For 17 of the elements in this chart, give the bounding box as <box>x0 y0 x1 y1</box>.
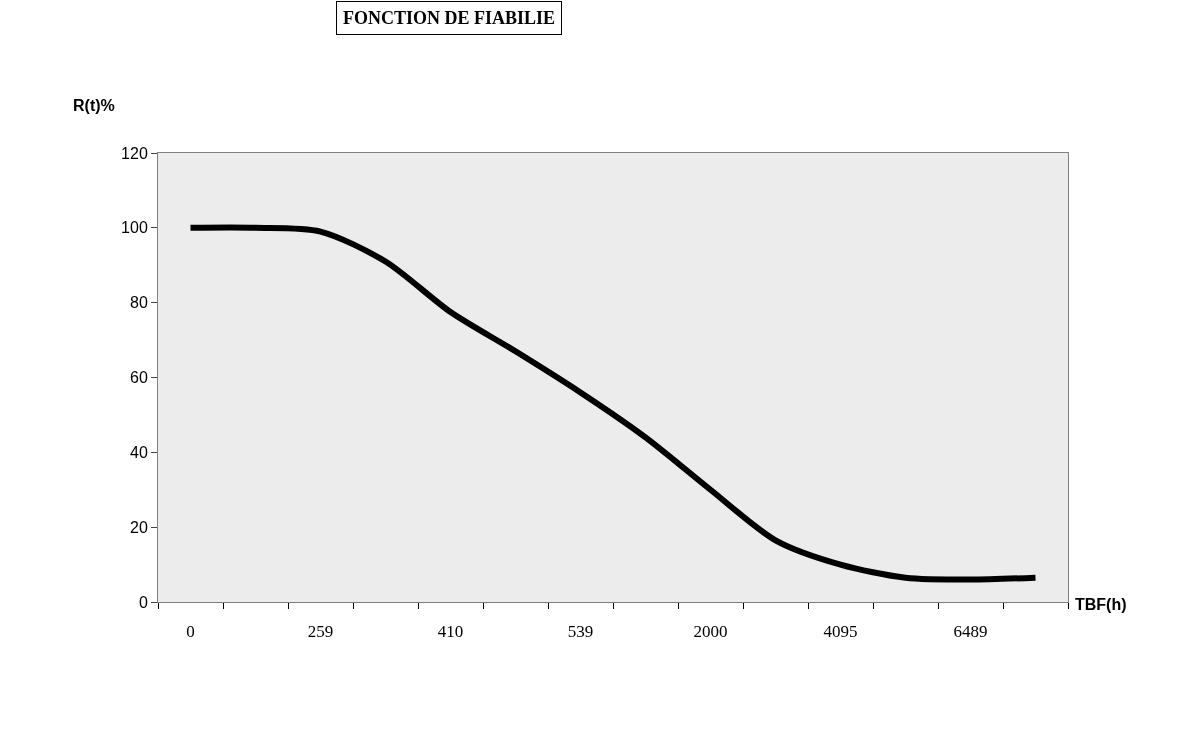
y-axis-title: R(t)% <box>73 97 115 114</box>
y-tick-label: 0 <box>138 593 148 611</box>
x-tick-label: 0 <box>186 622 195 642</box>
y-tick-label: 60 <box>130 369 148 387</box>
y-tick-label: 120 <box>121 144 148 162</box>
y-tick-label: 20 <box>130 518 148 536</box>
x-tick-label: 6489 <box>953 622 988 642</box>
x-tick-label: 259 <box>307 622 334 642</box>
x-tick-label: 539 <box>567 622 594 642</box>
y-tick-label: 80 <box>130 294 148 312</box>
x-axis-title: TBF(h) <box>1075 596 1127 613</box>
y-tick-label: 40 <box>130 443 148 461</box>
y-tick-label: 100 <box>121 219 148 237</box>
x-tick-label: 2000 <box>693 622 728 642</box>
chart-title: FONCTION DE FIABILIE <box>343 8 556 28</box>
x-tick-label: 4095 <box>823 622 858 642</box>
x-tick-label: 410 <box>437 622 464 642</box>
